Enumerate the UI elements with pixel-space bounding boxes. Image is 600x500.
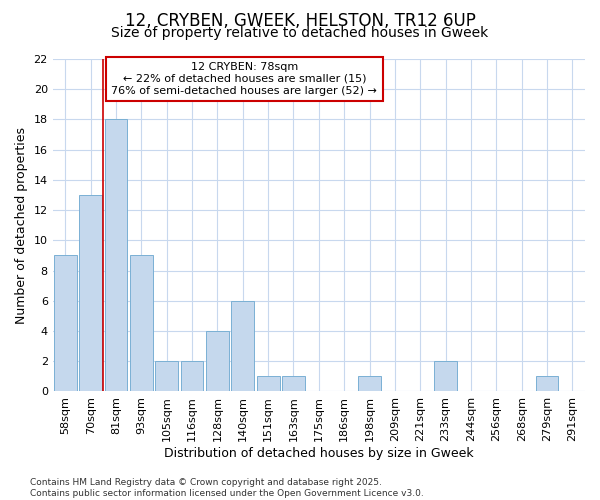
Bar	[536, 376, 559, 392]
Bar	[155, 361, 178, 392]
Bar	[104, 120, 127, 392]
Bar	[257, 376, 280, 392]
X-axis label: Distribution of detached houses by size in Gweek: Distribution of detached houses by size …	[164, 447, 473, 460]
Bar	[232, 301, 254, 392]
Bar	[54, 256, 77, 392]
Bar	[181, 361, 203, 392]
Bar	[79, 195, 102, 392]
Bar	[282, 376, 305, 392]
Text: 12, CRYBEN, GWEEK, HELSTON, TR12 6UP: 12, CRYBEN, GWEEK, HELSTON, TR12 6UP	[125, 12, 475, 30]
Text: 12 CRYBEN: 78sqm
← 22% of detached houses are smaller (15)
76% of semi-detached : 12 CRYBEN: 78sqm ← 22% of detached house…	[112, 62, 377, 96]
Bar	[434, 361, 457, 392]
Text: Size of property relative to detached houses in Gweek: Size of property relative to detached ho…	[112, 26, 488, 40]
Bar	[206, 331, 229, 392]
Bar	[358, 376, 381, 392]
Bar	[130, 256, 153, 392]
Text: Contains HM Land Registry data © Crown copyright and database right 2025.
Contai: Contains HM Land Registry data © Crown c…	[30, 478, 424, 498]
Y-axis label: Number of detached properties: Number of detached properties	[15, 126, 28, 324]
